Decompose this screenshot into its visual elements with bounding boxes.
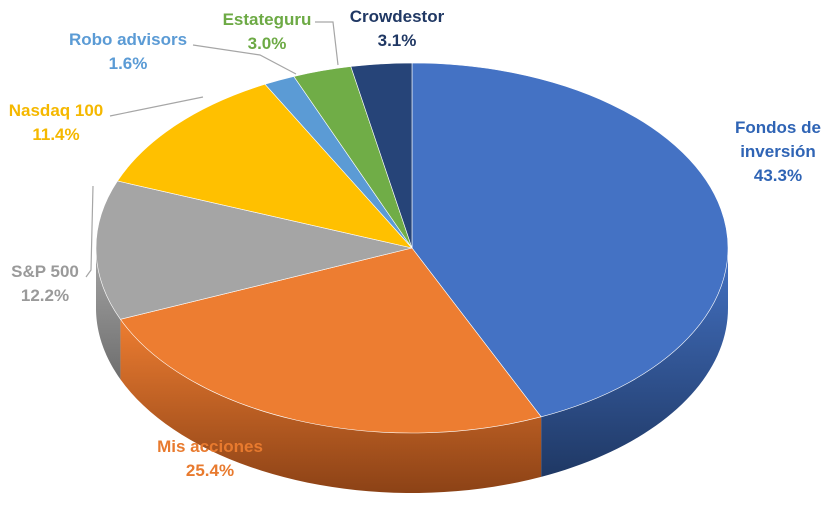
leader-line-estateguru bbox=[315, 21, 339, 66]
data-label-value-fondos-de-inversi-n: 43.3% bbox=[754, 166, 802, 185]
data-label-name-fondos-de-inversi-n: Fondos de bbox=[735, 118, 821, 137]
data-label-name-mis-acciones: Mis acciones bbox=[157, 437, 263, 456]
leader-line-s-p-500 bbox=[85, 185, 94, 278]
pie-labels: Fondos de inversión 43.3% Mis acciones 25.4%… bbox=[9, 7, 821, 480]
data-label-value-mis-acciones: 25.4% bbox=[186, 461, 234, 480]
pie-slice-crowdestor bbox=[350, 62, 413, 249]
pie-slice-nasdaq-100 bbox=[116, 83, 413, 249]
pie-slice-mis-acciones bbox=[119, 247, 542, 434]
pie-side-mis-acciones bbox=[120, 319, 542, 493]
pie-side-fondos-de-inversi-n bbox=[541, 248, 728, 477]
data-label-name-crowdestor: Crowdestor bbox=[350, 7, 445, 26]
data-label-name-fondos-de-inversi-n: inversión bbox=[740, 142, 816, 161]
leader-line-robo-advisors bbox=[192, 44, 297, 75]
data-label-value-s-p-500: 12.2% bbox=[21, 286, 69, 305]
pie-slice-s-p-500 bbox=[95, 180, 413, 320]
pie-side-walls bbox=[96, 248, 728, 493]
data-label-value-estateguru: 3.0% bbox=[248, 34, 287, 53]
pie-side-s-p-500 bbox=[96, 248, 121, 380]
data-label-name-nasdaq-100: Nasdaq 100 bbox=[9, 101, 104, 120]
data-label-name-robo-advisors: Robo advisors bbox=[69, 30, 187, 49]
pie-top-faces bbox=[95, 62, 729, 434]
pie-slice-fondos-de-inversi-n bbox=[411, 62, 729, 418]
data-label-value-nasdaq-100: 11.4% bbox=[32, 125, 79, 144]
data-label-name-estateguru: Estateguru bbox=[223, 10, 312, 29]
data-label-name-s-p-500: S&P 500 bbox=[11, 262, 79, 281]
leader-line-nasdaq-100 bbox=[109, 96, 204, 117]
data-label-value-robo-advisors: 1.6% bbox=[109, 54, 148, 73]
data-label-value-crowdestor: 3.1% bbox=[378, 31, 417, 50]
